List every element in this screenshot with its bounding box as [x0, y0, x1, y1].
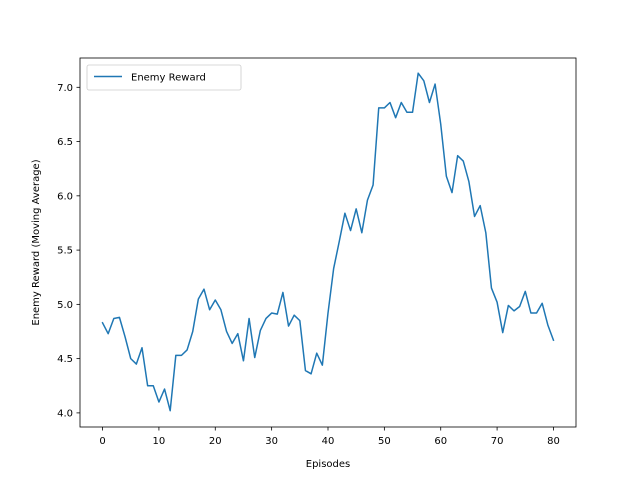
x-tick-label: 50	[378, 436, 391, 447]
y-tick-label: 6.0	[57, 191, 73, 202]
y-tick-label: 7.0	[57, 83, 73, 94]
axes-frame	[79, 57, 577, 428]
y-tick-label: 4.0	[57, 408, 73, 419]
legend: Enemy Reward	[86, 64, 242, 91]
x-tick-label: 60	[434, 436, 447, 447]
series-lines	[101, 72, 555, 412]
x-tick-label: 40	[322, 436, 335, 447]
x-tick-label: 30	[265, 436, 278, 447]
x-tick-label: 20	[209, 436, 222, 447]
x-tick-label: 0	[99, 436, 105, 447]
legend-label-enemy-reward: Enemy Reward	[131, 73, 206, 84]
legend-box	[86, 64, 242, 91]
x-tick-label: 10	[153, 436, 166, 447]
y-tick-label: 4.5	[57, 354, 73, 365]
y-tick-label: 6.5	[57, 137, 73, 148]
axis-ticks: 0 10 20 30 40 50 60 70 80 4.0 4.5 5.0 5.5 6.0 6.5 7.0	[57, 83, 560, 447]
x-tick-label: 70	[491, 436, 504, 447]
y-tick-label: 5.0	[57, 300, 73, 311]
y-axis-title: Enemy Reward (Moving Average)	[31, 159, 42, 325]
x-tick-label: 80	[547, 436, 560, 447]
x-axis-title: Episodes	[306, 459, 350, 470]
series-line-enemy-reward	[101, 72, 555, 412]
y-tick-label: 5.5	[57, 246, 73, 257]
